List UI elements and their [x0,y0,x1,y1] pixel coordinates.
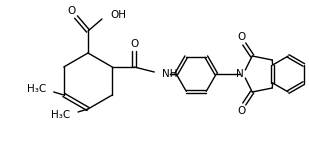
Text: O: O [237,32,245,42]
Text: O: O [130,39,138,49]
Text: O: O [237,106,245,116]
Text: O: O [68,6,76,16]
Text: H₃C: H₃C [27,84,46,94]
Text: H₃C: H₃C [51,110,70,120]
Text: NH: NH [162,69,178,79]
Text: N: N [236,69,244,79]
Text: OH: OH [110,10,126,20]
